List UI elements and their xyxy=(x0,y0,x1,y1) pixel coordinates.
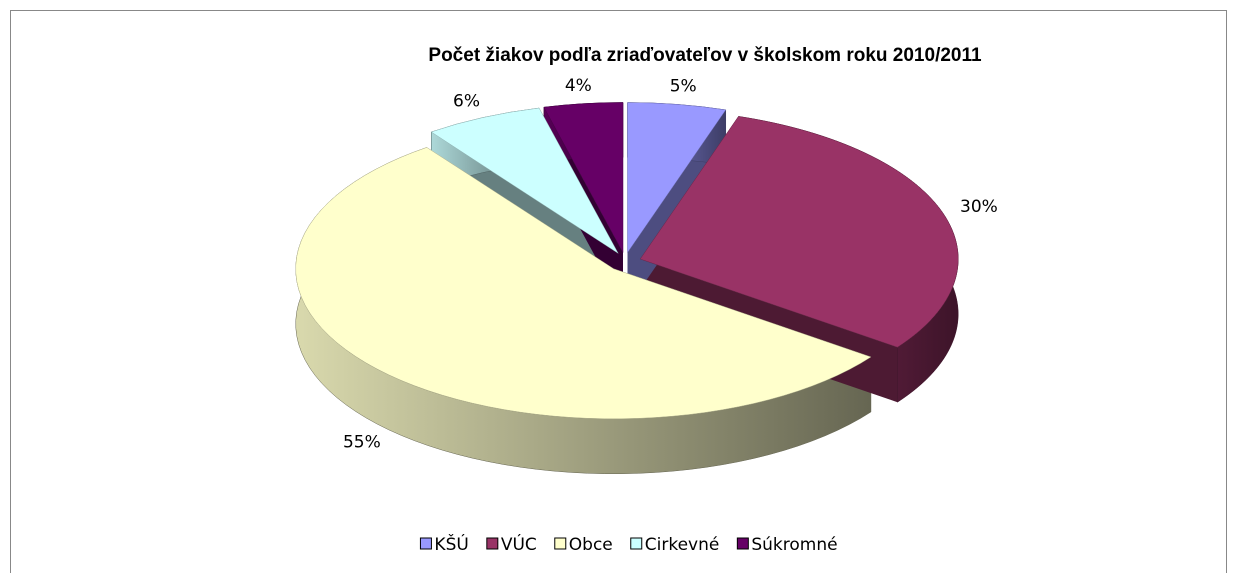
data-label: 55% xyxy=(343,433,381,453)
chart-title: Počet žiakov podľa zriaďovateľov v škols… xyxy=(428,45,982,66)
legend-swatch xyxy=(419,537,432,550)
legend-label: KŠÚ xyxy=(434,533,468,555)
data-label: 5% xyxy=(670,77,697,97)
legend-swatch xyxy=(554,537,567,550)
chart-border xyxy=(10,10,1227,573)
pie-slice xyxy=(295,147,872,420)
pie-slice xyxy=(430,107,619,254)
pie-slice xyxy=(627,102,727,254)
data-label: 6% xyxy=(453,91,480,111)
legend: KŠÚ VÚC Obce Cirkevné Súkromné xyxy=(419,533,838,555)
legend-swatch xyxy=(736,537,749,550)
legend-label: VÚC xyxy=(501,533,537,555)
data-label: 4% xyxy=(565,76,592,96)
legend-label: Obce xyxy=(569,535,613,555)
pie-tops xyxy=(295,102,959,420)
data-labels: 5% 30% 55% 6% 4% xyxy=(343,76,998,453)
pie-slice xyxy=(639,116,959,348)
data-label: 30% xyxy=(960,197,998,217)
legend-swatch xyxy=(630,537,643,550)
legend-label: Cirkevné xyxy=(645,535,720,555)
legend-label: Súkromné xyxy=(751,535,837,555)
legend-swatch xyxy=(486,537,499,550)
pie-slice xyxy=(543,102,624,253)
